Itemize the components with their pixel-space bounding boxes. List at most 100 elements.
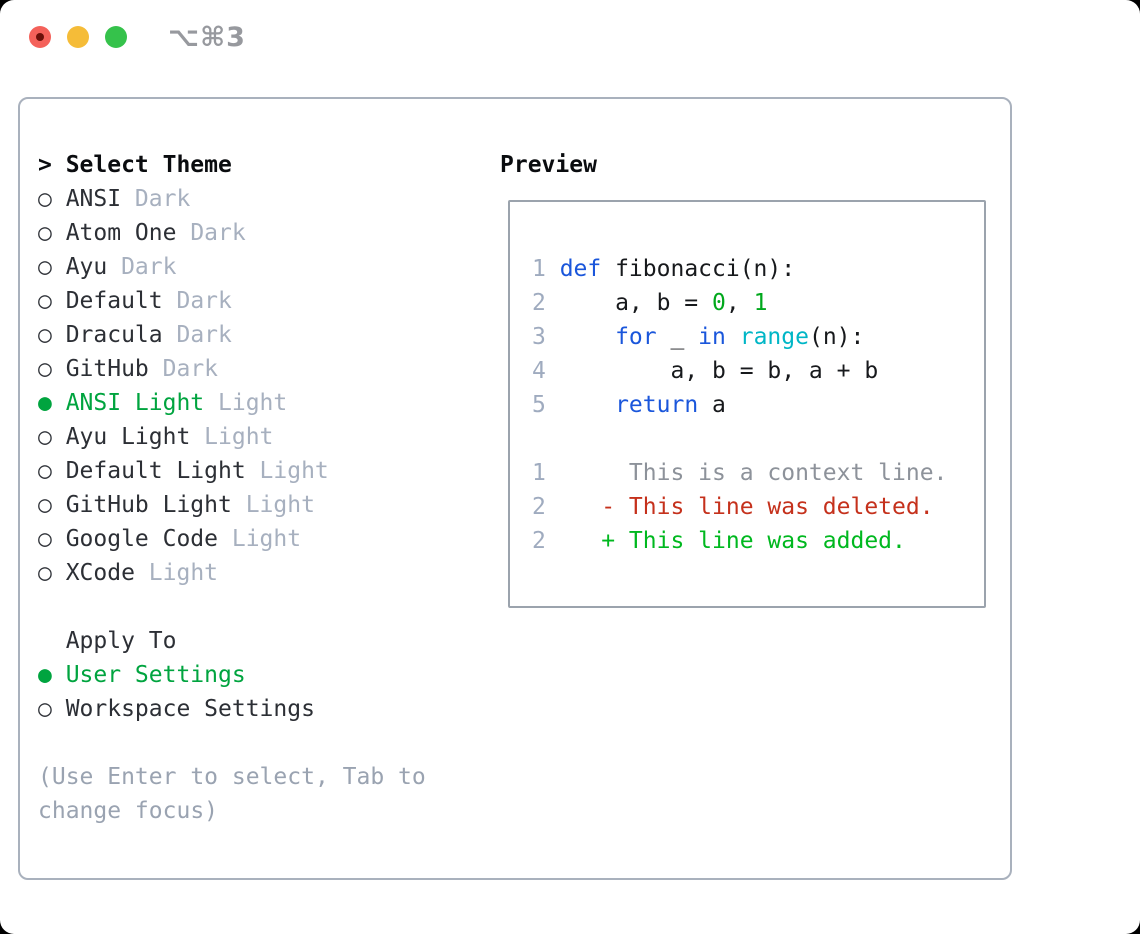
theme-variant-label: Light xyxy=(218,390,288,416)
spacer xyxy=(38,590,478,624)
line-number: 1 xyxy=(532,460,546,486)
blank-line xyxy=(532,422,947,456)
code-token: , xyxy=(725,290,754,316)
window-title: ⌥⌘3 xyxy=(168,22,246,53)
apply-option-user-settings[interactable]: ● User Settings xyxy=(38,658,478,692)
code-token: def xyxy=(559,256,602,282)
theme-name: ANSI xyxy=(65,186,122,212)
radio-unselected-icon: ○ xyxy=(38,356,52,382)
code-line: 1 def fibonacci(n): xyxy=(532,252,947,286)
minimize-button[interactable] xyxy=(67,26,89,48)
radio-unselected-icon: ○ xyxy=(38,254,52,280)
theme-item-ansi-light[interactable]: ● ANSI Light Light xyxy=(38,386,478,420)
radio-selected-icon: ● xyxy=(38,390,52,416)
preview-box: 1 def fibonacci(n): 2 a, b = 0, 1 3 for _… xyxy=(508,200,986,608)
line-number: 4 xyxy=(532,358,546,384)
theme-variant-label: Light xyxy=(231,526,302,552)
window-titlebar: ⌥⌘3 xyxy=(0,0,1140,74)
radio-selected-icon: ● xyxy=(38,662,52,688)
code-token: return xyxy=(615,392,699,418)
radio-unselected-icon: ○ xyxy=(38,458,52,484)
close-button[interactable] xyxy=(29,26,51,48)
radio-unselected-icon: ○ xyxy=(38,560,52,586)
diff-line-deleted: 2 - This line was deleted. xyxy=(532,490,947,524)
cursor-prompt-icon: > xyxy=(38,152,52,178)
radio-unselected-icon: ○ xyxy=(38,288,52,314)
apply-option-workspace-settings[interactable]: ○ Workspace Settings xyxy=(38,692,478,726)
code-token: in xyxy=(698,324,726,350)
preview-title: Preview xyxy=(500,152,597,178)
code-token: _ xyxy=(656,324,699,350)
theme-variant-label: Light xyxy=(259,458,329,484)
theme-name: Dracula xyxy=(65,322,163,348)
code-token: (n): xyxy=(808,324,865,350)
radio-unselected-icon: ○ xyxy=(38,424,52,450)
theme-item-ansi-dark[interactable]: ○ ANSI Dark xyxy=(38,182,478,216)
code-line: 4 a, b = b, a + b xyxy=(532,354,947,388)
radio-unselected-icon: ○ xyxy=(38,186,52,212)
theme-variant-label: Dark xyxy=(190,220,246,246)
line-number: 2 xyxy=(532,290,546,316)
apply-option-label: User Settings xyxy=(65,662,246,688)
code-preview: 1 def fibonacci(n): 2 a, b = 0, 1 3 for _… xyxy=(532,252,947,558)
diff-line-context: 1 This is a context line. xyxy=(532,456,947,490)
theme-name: Default Light xyxy=(65,458,246,484)
zoom-button[interactable] xyxy=(105,26,127,48)
spacer xyxy=(38,726,478,760)
code-token: a xyxy=(698,392,726,418)
theme-item-dracula-dark[interactable]: ○ Dracula Dark xyxy=(38,318,478,352)
select-theme-header: > Select Theme xyxy=(38,148,478,182)
code-token xyxy=(560,392,615,418)
code-line: 3 for _ in range(n): xyxy=(532,320,947,354)
line-number: 2 xyxy=(532,494,546,520)
keyboard-hint-text: (Use Enter to select, Tab to change focu… xyxy=(38,764,426,824)
diff-added-text: + This line was added. xyxy=(559,528,906,554)
theme-name: ANSI Light xyxy=(65,390,205,416)
diff-deleted-text: - This line was deleted. xyxy=(559,494,934,520)
diff-context-text: This is a context line. xyxy=(559,460,948,486)
code-token: fibonacci(n): xyxy=(601,256,796,282)
theme-name: Default xyxy=(65,288,163,314)
theme-name: XCode xyxy=(65,560,135,586)
radio-unselected-icon: ○ xyxy=(38,492,52,518)
theme-item-github-light[interactable]: ○ GitHub Light Light xyxy=(38,488,478,522)
code-token: 1 xyxy=(753,290,768,316)
theme-item-ayu-dark[interactable]: ○ Ayu Dark xyxy=(38,250,478,284)
theme-name: Atom One xyxy=(65,220,177,246)
code-token: range xyxy=(739,324,809,350)
code-token: a, b = xyxy=(559,290,713,316)
theme-list: > Select Theme ○ ANSI Dark ○ Atom One Dark ○ A… xyxy=(38,148,478,828)
code-token: a, b = b, a + b xyxy=(559,358,879,384)
radio-unselected-icon: ○ xyxy=(38,220,52,246)
theme-item-xcode[interactable]: ○ XCode Light xyxy=(38,556,478,590)
theme-variant-label: Light xyxy=(245,492,315,518)
radio-unselected-icon: ○ xyxy=(38,526,52,552)
theme-variant-label: Dark xyxy=(121,254,177,280)
theme-variant-label: Dark xyxy=(162,356,219,382)
theme-variant-label: Light xyxy=(204,424,274,450)
line-number: 2 xyxy=(532,528,546,554)
theme-item-default-light[interactable]: ○ Default Light Light xyxy=(38,454,478,488)
theme-item-default-dark[interactable]: ○ Default Dark xyxy=(38,284,478,318)
code-token: 0 xyxy=(712,290,726,316)
theme-item-google-code[interactable]: ○ Google Code Light xyxy=(38,522,478,556)
radio-unselected-icon: ○ xyxy=(38,696,52,722)
apply-to-title: Apply To xyxy=(65,628,177,654)
theme-item-atom-one-dark[interactable]: ○ Atom One Dark xyxy=(38,216,478,250)
theme-variant-label: Dark xyxy=(176,288,232,314)
unsaved-dot-icon xyxy=(36,33,44,41)
code-token xyxy=(726,324,740,350)
theme-item-github-dark[interactable]: ○ GitHub Dark xyxy=(38,352,478,386)
theme-name: GitHub xyxy=(65,356,149,382)
theme-variant-label: Dark xyxy=(134,186,191,212)
theme-variant-label: Light xyxy=(148,560,219,586)
radio-unselected-icon: ○ xyxy=(38,322,52,348)
code-token: for xyxy=(615,324,657,350)
diff-line-added: 2 + This line was added. xyxy=(532,524,947,558)
theme-item-ayu-light[interactable]: ○ Ayu Light Light xyxy=(38,420,478,454)
theme-name: Google Code xyxy=(65,526,219,552)
apply-to-header: Apply To xyxy=(38,624,478,658)
theme-name: GitHub Light xyxy=(65,492,232,518)
theme-variant-label: Dark xyxy=(176,322,232,348)
